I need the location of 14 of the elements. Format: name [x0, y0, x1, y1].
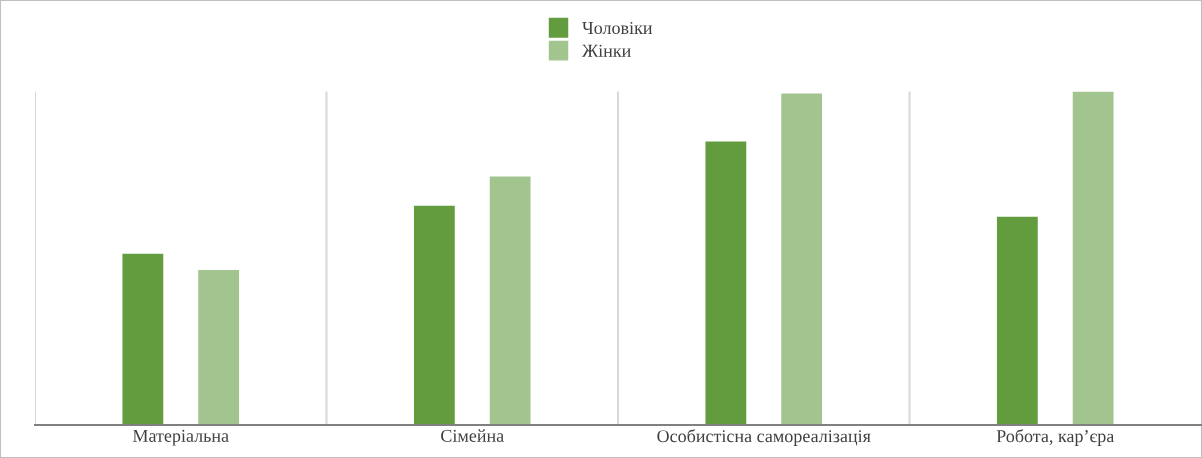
bar	[996, 216, 1038, 426]
legend-label: Чоловіки	[582, 21, 653, 35]
x-tick-label: Матеріальна	[132, 429, 229, 446]
bar	[781, 93, 823, 426]
legend-label: Жінки	[581, 44, 631, 57]
bar	[705, 141, 747, 426]
x-tick-label: Особистісна самореалізація	[657, 429, 871, 446]
x-tick-label: Сімейна	[441, 429, 504, 442]
bar	[1072, 91, 1114, 426]
bar	[198, 269, 240, 426]
bar	[413, 205, 455, 426]
bar	[122, 253, 164, 426]
x-tick-label: Робота, кар’єра	[996, 429, 1115, 446]
bar	[489, 176, 531, 426]
